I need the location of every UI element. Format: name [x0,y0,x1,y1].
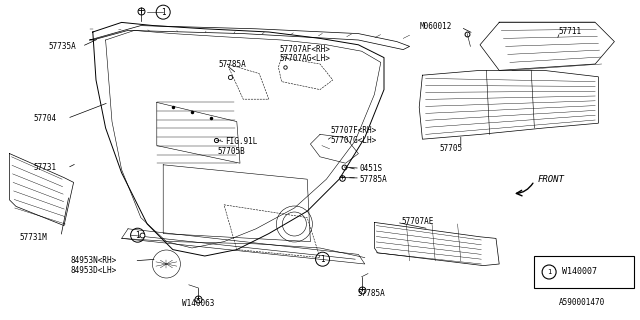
Text: 1: 1 [161,8,166,17]
Text: 1: 1 [547,269,551,275]
Text: 57705B: 57705B [218,147,245,156]
Text: 57707AE: 57707AE [402,217,435,226]
Text: 57704: 57704 [34,114,57,123]
FancyBboxPatch shape [534,256,634,288]
Text: 57785A: 57785A [357,289,385,298]
Text: FIG.91L: FIG.91L [225,137,258,146]
Text: 57731M: 57731M [19,233,47,242]
Text: 57731: 57731 [34,163,57,172]
Text: 0451S: 0451S [360,164,383,173]
Text: 57707AF<RH>: 57707AF<RH> [280,45,330,54]
Text: 57705: 57705 [440,144,463,153]
Text: W140063: W140063 [182,299,215,308]
Text: FRONT: FRONT [538,175,564,184]
Text: 57711: 57711 [558,27,581,36]
Text: 57707AG<LH>: 57707AG<LH> [280,54,330,63]
Text: 57785A: 57785A [360,175,387,184]
Text: 57735A: 57735A [48,42,76,51]
Text: 57707G<LH>: 57707G<LH> [330,136,376,145]
Text: A590001470: A590001470 [559,298,605,307]
Text: 84953N<RH>: 84953N<RH> [70,256,116,265]
Text: 57785A: 57785A [219,60,246,68]
Text: 84953D<LH>: 84953D<LH> [70,266,116,275]
Text: M060012: M060012 [419,22,452,31]
Text: 57707F<RH>: 57707F<RH> [330,126,376,135]
Text: 1: 1 [320,255,325,264]
Text: 1: 1 [135,231,140,240]
Text: W140007: W140007 [562,268,597,276]
